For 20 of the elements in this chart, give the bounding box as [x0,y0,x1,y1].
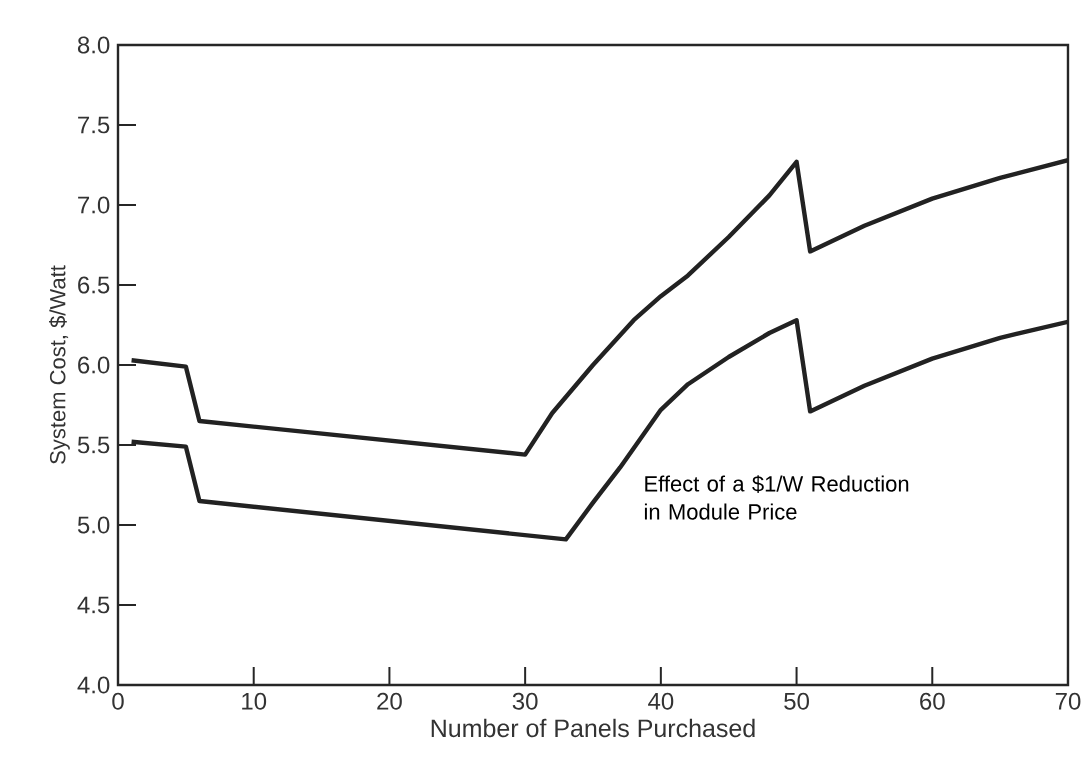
y-tick-label: 8.0 [77,36,110,54]
y-tick-label: 6.0 [78,356,110,374]
annotation: Effect of a $1/W Reduction in Module Price [644,475,909,520]
x-tick-label: 50 [784,692,809,710]
x-tick-label: 20 [377,692,402,710]
y-tick-label: 5.0 [77,516,110,534]
y-axis-title: System Cost, $/Watt [48,265,70,464]
x-tick-label: 0 [112,692,124,710]
y-tick-label: 7.5 [78,116,110,134]
x-tick-label: 40 [648,692,674,710]
x-tick-label: 30 [512,692,538,710]
x-tick-label: 10 [242,692,267,710]
y-tick-label: 5.5 [77,436,110,454]
x-axis-title: Number of Panels Purchased [431,718,755,738]
y-tick-label: 6.5 [78,276,110,294]
y-tick-label: 4.0 [77,676,110,694]
x-tick-label: 70 [1055,692,1081,710]
y-tick-label: 7.0 [78,196,110,214]
x-tick-label: 60 [920,692,945,710]
y-tick-label: 4.5 [77,596,110,614]
